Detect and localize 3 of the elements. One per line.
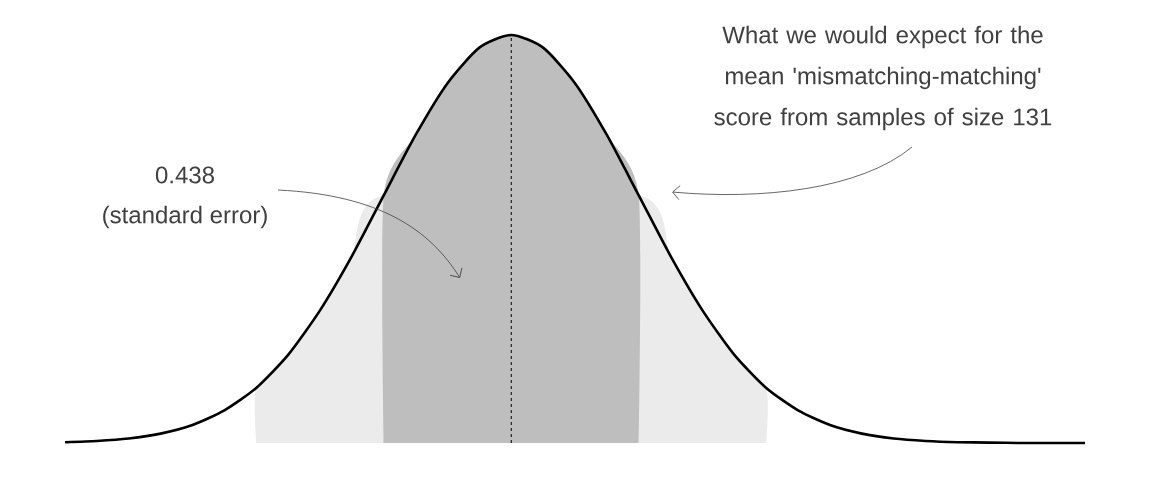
annotation: What we would expect for the mean 'mismatching-matching' score from samples of size 131: [714, 25, 1052, 131]
annotation: (standard error): [103, 205, 267, 229]
annotation: 0.438: [155, 166, 214, 184]
